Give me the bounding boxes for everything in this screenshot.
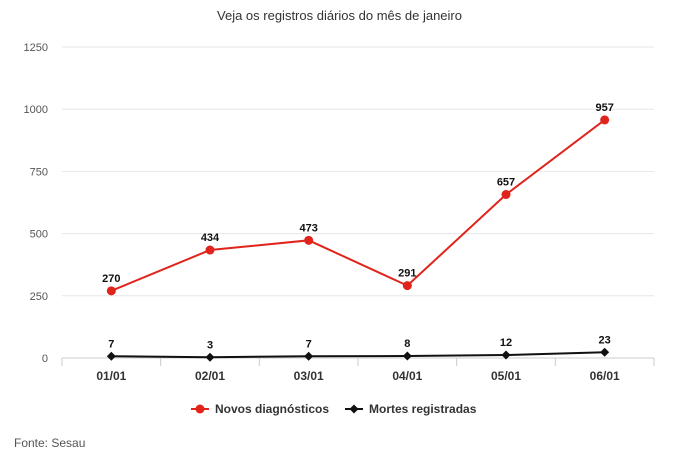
x-tick-label: 06/01: [590, 369, 620, 383]
data-point: [205, 245, 215, 255]
data-label: 7: [306, 338, 312, 350]
gridlines: [62, 46, 654, 297]
data-point: [501, 190, 511, 200]
data-label: 473: [299, 222, 317, 234]
series-line: [111, 351, 605, 359]
legend-label: Mortes registradas: [369, 402, 477, 416]
x-axis: 01/01 02/01 03/01 04/01 05/01 06/01: [61, 357, 655, 383]
data-label: 657: [497, 177, 515, 189]
chart-title: Veja os registros diários do mês de jane…: [217, 8, 462, 23]
data-point: [600, 115, 610, 125]
data-point: [402, 351, 412, 361]
data-label: 8: [404, 338, 410, 350]
legend-marker: [349, 404, 359, 414]
y-axis: 0 250 500 750 1000 1250: [24, 42, 48, 365]
x-tick-label: 05/01: [491, 369, 521, 383]
data-label: 270: [102, 273, 120, 285]
data-label: 7: [108, 338, 114, 350]
x-tick-label: 04/01: [392, 369, 422, 383]
y-tick-label: 750: [30, 166, 48, 178]
y-tick-label: 250: [30, 291, 48, 303]
data-label: 3: [207, 339, 213, 351]
x-tick-label: 02/01: [195, 369, 225, 383]
legend: Novos diagnósticos Mortes registradas: [191, 402, 477, 416]
legend-item: Novos diagnósticos: [191, 402, 329, 416]
x-tick-label: 01/01: [96, 369, 126, 383]
series-novos-diagnosticos: 270 434 473 291 657 957: [102, 102, 614, 296]
y-tick-label: 1250: [24, 42, 48, 54]
series-line: [110, 119, 606, 292]
data-label: 434: [201, 232, 220, 244]
x-tick-label: 03/01: [294, 369, 324, 383]
data-point: [600, 347, 610, 357]
y-tick-label: 1000: [24, 104, 48, 116]
data-point: [205, 352, 215, 362]
legend-label: Novos diagnósticos: [215, 402, 329, 416]
legend-item: Mortes registradas: [345, 402, 477, 416]
data-label: 23: [599, 334, 611, 346]
source-note: Fonte: Sesau: [14, 436, 86, 450]
y-tick-label: 0: [42, 353, 48, 365]
legend-marker: [195, 404, 205, 414]
plot-area: 270 434 473 291 657 957 7 3 7 8 12 23: [102, 102, 614, 362]
data-point: [501, 350, 511, 360]
data-point: [106, 351, 116, 361]
data-label: 957: [595, 102, 613, 114]
data-point: [304, 351, 314, 361]
data-label: 291: [398, 268, 416, 280]
series-mortes-registradas: 7 3 7 8 12 23: [106, 334, 611, 362]
data-point: [106, 286, 116, 296]
y-tick-label: 500: [30, 229, 48, 241]
data-point: [402, 281, 412, 291]
data-point: [304, 235, 314, 245]
data-label: 12: [500, 337, 512, 349]
